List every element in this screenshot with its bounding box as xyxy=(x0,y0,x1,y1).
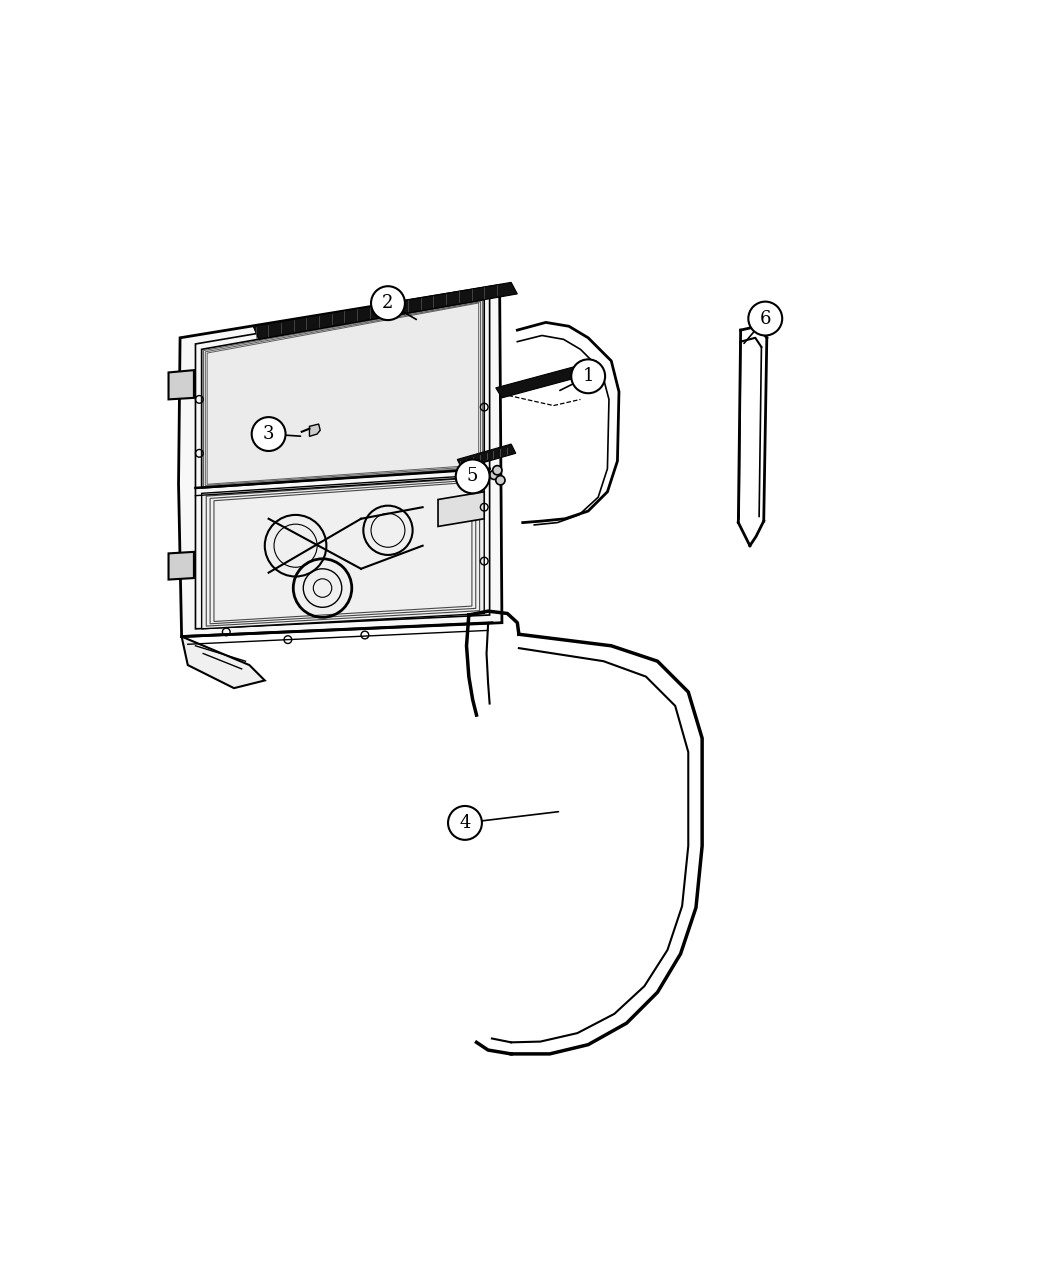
Circle shape xyxy=(749,302,782,335)
Text: 4: 4 xyxy=(459,813,470,831)
Circle shape xyxy=(489,470,499,479)
Text: 1: 1 xyxy=(583,367,594,385)
Polygon shape xyxy=(458,444,516,469)
Polygon shape xyxy=(168,370,194,399)
Polygon shape xyxy=(178,286,502,636)
Circle shape xyxy=(448,806,482,840)
Polygon shape xyxy=(168,552,194,580)
Text: 6: 6 xyxy=(759,310,771,328)
Circle shape xyxy=(496,476,505,484)
Polygon shape xyxy=(253,282,518,339)
Circle shape xyxy=(571,360,605,393)
Polygon shape xyxy=(202,300,484,488)
Polygon shape xyxy=(310,425,320,436)
Text: 2: 2 xyxy=(382,295,394,312)
Polygon shape xyxy=(202,474,484,629)
Circle shape xyxy=(456,459,489,493)
Circle shape xyxy=(371,286,405,320)
Text: 3: 3 xyxy=(262,425,274,442)
Polygon shape xyxy=(438,492,484,527)
Circle shape xyxy=(252,417,286,451)
Polygon shape xyxy=(182,636,265,689)
Polygon shape xyxy=(496,361,602,398)
Circle shape xyxy=(492,465,502,474)
Text: 5: 5 xyxy=(467,468,479,486)
